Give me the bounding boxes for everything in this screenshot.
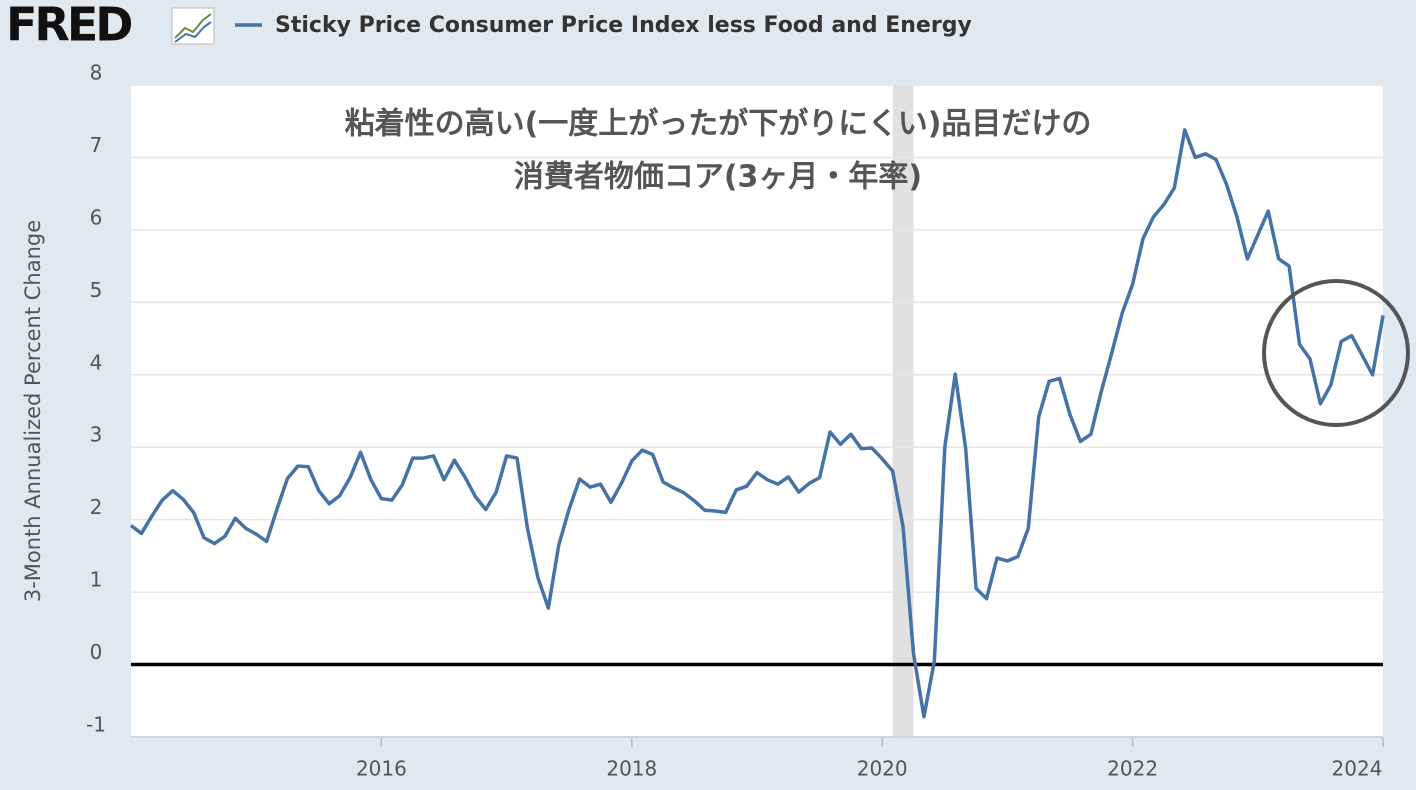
annotation: 粘着性の高い(一度上がったが下がりにくい)品目だけの [345, 107, 1092, 142]
y-axis-label: 3-Month Annualized Percent Change [21, 220, 45, 602]
y-tick-label: 4 [90, 350, 103, 374]
annotation: 消費者物価コア(3ヶ月・年率) [514, 160, 922, 195]
y-tick-label: 5 [90, 278, 103, 302]
x-tick-label: 2016 [356, 757, 407, 781]
x-tick-label: 2018 [606, 757, 657, 781]
logo: FRED [6, 0, 131, 52]
x-tick-label: 2024 [1332, 757, 1383, 781]
y-tick-label: 0 [90, 640, 103, 664]
y-tick-label: 2 [90, 495, 103, 519]
y-tick-label: 3 [90, 423, 103, 447]
x-tick-label: 2022 [1107, 757, 1158, 781]
plot-area [131, 85, 1383, 737]
logo-icon [171, 7, 215, 45]
y-tick-label: 7 [90, 133, 103, 157]
y-tick-label: 1 [90, 568, 103, 592]
data-line [129, 128, 1385, 719]
y-tick-label: 8 [90, 61, 103, 85]
y-tick-label: 6 [90, 205, 103, 229]
legend-label: Sticky Price Consumer Price Index less F… [275, 13, 972, 38]
x-tick-label: 2020 [857, 757, 908, 781]
highlight-circle [1262, 279, 1410, 427]
y-tick-label: -1 [86, 713, 106, 737]
